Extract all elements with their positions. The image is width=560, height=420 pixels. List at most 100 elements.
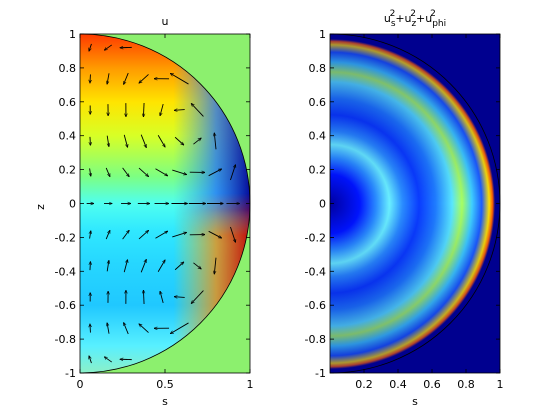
right-title-sup-3: 2: [430, 9, 436, 19]
right-ytick-label: -0.2: [305, 231, 326, 244]
left-x-ticks: 0 0.5 1: [77, 34, 254, 391]
right-xlabel: s: [412, 395, 418, 408]
left-xtick-label: 0: [77, 378, 84, 391]
quiver-arrow: [90, 168, 91, 176]
quiver-arrow: [155, 168, 167, 176]
quiver-arrow: [160, 103, 164, 116]
left-ytick-label: -0.8: [55, 333, 76, 346]
right-title-sup-2: 2: [410, 9, 416, 19]
quiver-arrow: [122, 230, 130, 240]
quiver-arrow: [193, 138, 201, 145]
right-ytick-label: -0.6: [305, 299, 326, 312]
quiver-arrow: [138, 167, 148, 176]
right-title-sub-phi: phi: [432, 19, 446, 29]
left-ytick-label: -1: [65, 367, 76, 380]
quiver-arrow: [208, 230, 222, 238]
quiver-arrow: [138, 230, 148, 240]
right-title-plus-1: +: [395, 12, 404, 25]
quiver-arrow: [122, 167, 130, 177]
quiver-arrow: [140, 259, 146, 273]
quiver-arrow: [124, 323, 129, 335]
quiver-arrow: [174, 262, 184, 271]
quiver-arrow: [170, 73, 189, 85]
quiver-arrow: [208, 169, 222, 177]
right-ytick-label: -0.4: [305, 265, 326, 278]
quiver-arrow: [107, 73, 110, 84]
quiver-arrow: [214, 133, 217, 150]
right-title-u2: u: [405, 12, 412, 25]
chart-right: 0.2 0.4 0.6 0.8 1 1 0.8 0.6 0.4 0.2 0 -0.2 -0.4 -0.6…: [305, 9, 504, 408]
right-ytick-label: 0.2: [309, 164, 327, 177]
quiver-arrow: [123, 134, 127, 147]
quiver-arrow: [193, 262, 201, 269]
left-xtick-label: 1: [247, 378, 254, 391]
right-ytick-label: 0.8: [309, 62, 327, 75]
quiver-arrows: [86, 43, 240, 364]
quiver-arrow: [230, 165, 235, 181]
quiver-arrow: [143, 102, 144, 117]
quiver-arrow: [160, 291, 164, 304]
left-ytick-label: 0: [69, 198, 76, 211]
quiver-arrow: [157, 135, 165, 147]
quiver-arrow: [140, 134, 146, 148]
right-y-ticks: 1 0.8 0.6 0.4 0.2 0 -0.2 -0.4 -0.6 -0.8 -1: [305, 28, 500, 380]
left-title: u: [162, 15, 169, 28]
quiver-arrow: [90, 231, 91, 239]
left-xtick-label: 0.5: [156, 378, 174, 391]
right-ytick-label: 0.6: [309, 96, 327, 109]
quiver-arrow: [104, 357, 113, 363]
right-ytick-label: -0.8: [305, 333, 326, 346]
quiver-arrow: [174, 110, 185, 111]
quiver-arrow: [170, 322, 189, 334]
right-title-plus-2: +: [416, 12, 425, 25]
left-ytick-label: 1: [69, 28, 76, 41]
chart-left: 0 0.5 1 10.80.60.40.20-0.2-0.4-0.6-0.8-1 u…: [34, 15, 254, 408]
quiver-arrow: [107, 260, 109, 272]
left-ytick-label: -0.6: [55, 299, 76, 312]
quiver-arrow: [105, 230, 110, 240]
quiver-arrow: [123, 260, 127, 273]
quiver-arrow: [104, 44, 113, 50]
right-title-u1: u: [384, 12, 391, 25]
quiver-arrow: [214, 257, 217, 274]
left-ytick-label: 0.2: [59, 164, 77, 177]
right-title: us2+uz2+uphi2: [384, 9, 446, 29]
left-ytick-label: 0.6: [59, 96, 77, 109]
left-y-ticks: 1 0.8 0.6 0.4 0.2 0 -0.2 -0.4 -0.6 -0.8 -1: [55, 28, 250, 380]
right-ytick-label: 0: [319, 198, 326, 211]
right-ytick-label: 1: [319, 28, 326, 41]
quiver-arrow: [107, 323, 110, 334]
right-x-ticks: 0.2 0.4 0.6 0.8 1: [355, 34, 504, 391]
left-ytick-label: 0.4: [59, 130, 77, 143]
quiver-arrow: [191, 103, 204, 117]
right-title-sub-s: s: [391, 19, 396, 29]
quiver-arrow: [174, 136, 184, 145]
left-xlabel: s: [162, 395, 168, 408]
quiver-arrow: [139, 324, 149, 333]
right-xtick-label: 0.2: [355, 378, 373, 391]
right-title-u3: u: [425, 12, 432, 25]
left-ytick-label: -0.2: [55, 231, 76, 244]
quiver-arrow: [143, 290, 144, 305]
quiver-arrow: [124, 72, 129, 84]
right-ytick-label: 0.4: [309, 130, 327, 143]
right-xtick-label: 0.6: [423, 378, 441, 391]
quiver-arrow: [172, 232, 186, 238]
quiver-arrow: [157, 260, 165, 272]
left-ylabel: z: [34, 204, 47, 210]
quiver-arrow: [139, 74, 149, 83]
left-ytick-label: 0.8: [59, 62, 77, 75]
quiver-arrow: [89, 43, 92, 51]
quiver-arrow: [155, 231, 167, 239]
right-title-sup-1: 2: [390, 9, 396, 19]
right-xtick-label: 0.8: [457, 378, 475, 391]
right-ytick-label: -1: [315, 367, 326, 380]
right-title-sub-z: z: [412, 19, 417, 29]
right-xtick-label: 1: [497, 378, 504, 391]
quiver-arrow: [172, 169, 186, 175]
left-ytick-label: -0.4: [55, 265, 76, 278]
quiver-arrow: [107, 135, 109, 147]
quiver-arrow: [230, 226, 235, 242]
quiver-arrow: [191, 290, 204, 304]
